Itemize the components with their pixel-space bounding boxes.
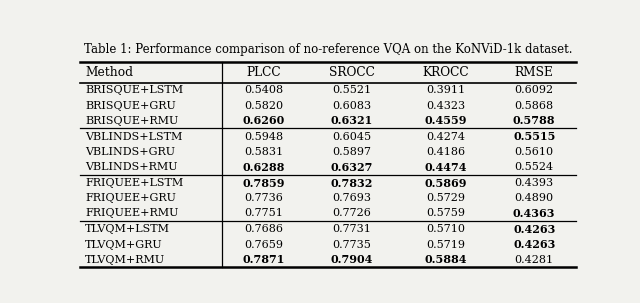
Text: 0.5831: 0.5831 xyxy=(244,147,283,157)
Text: 0.4393: 0.4393 xyxy=(515,178,554,188)
Text: 0.7751: 0.7751 xyxy=(244,208,283,218)
Text: 0.4281: 0.4281 xyxy=(515,255,554,265)
Text: 0.5869: 0.5869 xyxy=(424,178,467,188)
Text: 0.5788: 0.5788 xyxy=(513,115,556,126)
Text: 0.7735: 0.7735 xyxy=(333,240,371,250)
Text: 0.5515: 0.5515 xyxy=(513,131,556,142)
Text: Table 1: Performance comparison of no-reference VQA on the KoNViD-1k dataset.: Table 1: Performance comparison of no-re… xyxy=(84,43,572,56)
Text: RMSE: RMSE xyxy=(515,66,554,79)
Text: 0.7726: 0.7726 xyxy=(333,208,371,218)
Text: 0.6321: 0.6321 xyxy=(331,115,373,126)
Text: 0.5610: 0.5610 xyxy=(515,147,554,157)
Text: BRISQUE+RMU: BRISQUE+RMU xyxy=(85,116,178,126)
Text: 0.7904: 0.7904 xyxy=(331,254,373,265)
Text: 0.5408: 0.5408 xyxy=(244,85,283,95)
Text: 0.5759: 0.5759 xyxy=(426,208,465,218)
Text: 0.3911: 0.3911 xyxy=(426,85,465,95)
Text: 0.4559: 0.4559 xyxy=(424,115,467,126)
Text: 0.4274: 0.4274 xyxy=(426,132,465,142)
Text: 0.7832: 0.7832 xyxy=(331,178,373,188)
Text: 0.6260: 0.6260 xyxy=(243,115,285,126)
Text: KROCC: KROCC xyxy=(422,66,469,79)
Text: 0.5948: 0.5948 xyxy=(244,132,283,142)
Text: TLVQM+GRU: TLVQM+GRU xyxy=(85,240,163,250)
Text: VBLINDS+GRU: VBLINDS+GRU xyxy=(85,147,175,157)
Text: 0.4263: 0.4263 xyxy=(513,224,556,235)
Text: 0.4474: 0.4474 xyxy=(424,161,467,173)
Text: 0.4363: 0.4363 xyxy=(513,208,556,219)
Text: 0.5820: 0.5820 xyxy=(244,101,283,111)
Text: 0.5897: 0.5897 xyxy=(333,147,372,157)
Text: FRIQUEE+LSTM: FRIQUEE+LSTM xyxy=(85,178,183,188)
Text: 0.7871: 0.7871 xyxy=(243,254,285,265)
Text: 0.6327: 0.6327 xyxy=(331,161,373,173)
Text: SROCC: SROCC xyxy=(329,66,375,79)
Text: 0.4263: 0.4263 xyxy=(513,239,556,250)
Text: FRIQUEE+GRU: FRIQUEE+GRU xyxy=(85,193,176,203)
Text: 0.4186: 0.4186 xyxy=(426,147,465,157)
Text: 0.6083: 0.6083 xyxy=(332,101,372,111)
Text: 0.4890: 0.4890 xyxy=(515,193,554,203)
Text: BRISQUE+LSTM: BRISQUE+LSTM xyxy=(85,85,183,95)
Text: TLVQM+RMU: TLVQM+RMU xyxy=(85,255,165,265)
Text: 0.5524: 0.5524 xyxy=(515,162,554,172)
Text: VBLINDS+LSTM: VBLINDS+LSTM xyxy=(85,132,182,142)
Text: 0.6288: 0.6288 xyxy=(243,161,285,173)
Text: 0.7859: 0.7859 xyxy=(242,178,285,188)
Text: 0.5729: 0.5729 xyxy=(426,193,465,203)
Text: PLCC: PLCC xyxy=(246,66,281,79)
Text: 0.6092: 0.6092 xyxy=(515,85,554,95)
Text: 0.7693: 0.7693 xyxy=(333,193,372,203)
Text: VBLINDS+RMU: VBLINDS+RMU xyxy=(85,162,177,172)
Text: TLVQM+LSTM: TLVQM+LSTM xyxy=(85,224,170,234)
Text: 0.6045: 0.6045 xyxy=(332,132,372,142)
Text: 0.7686: 0.7686 xyxy=(244,224,283,234)
Text: 0.5884: 0.5884 xyxy=(424,254,467,265)
Text: 0.7736: 0.7736 xyxy=(244,193,283,203)
Text: BRISQUE+GRU: BRISQUE+GRU xyxy=(85,101,176,111)
Text: 0.5719: 0.5719 xyxy=(426,240,465,250)
Text: 0.4323: 0.4323 xyxy=(426,101,465,111)
Text: 0.7731: 0.7731 xyxy=(333,224,371,234)
Text: 0.5868: 0.5868 xyxy=(515,101,554,111)
Text: 0.7659: 0.7659 xyxy=(244,240,283,250)
Text: Method: Method xyxy=(85,66,133,79)
Text: 0.5521: 0.5521 xyxy=(332,85,372,95)
Text: 0.5710: 0.5710 xyxy=(426,224,465,234)
Text: FRIQUEE+RMU: FRIQUEE+RMU xyxy=(85,208,179,218)
